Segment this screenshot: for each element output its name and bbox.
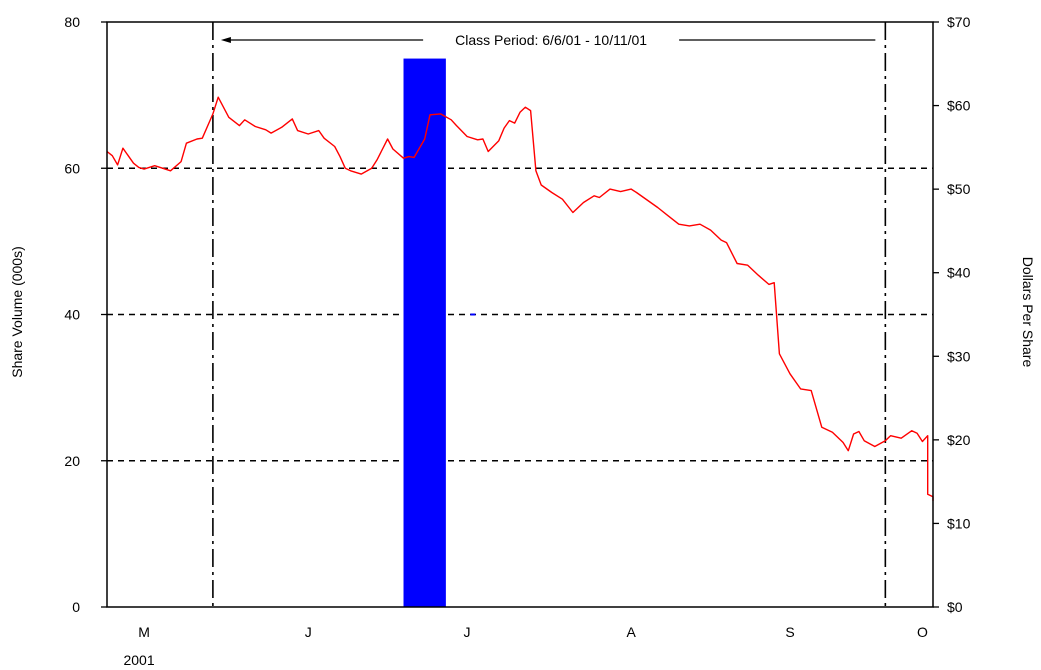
right-tick-label-30: $30 bbox=[947, 348, 971, 364]
left-tick-label-80: 80 bbox=[64, 14, 80, 30]
volume-marker bbox=[470, 313, 476, 316]
right-tick-label-50: $50 bbox=[947, 181, 971, 197]
right-tick-label-0: $0 bbox=[947, 599, 963, 615]
class-period-lines bbox=[212, 22, 887, 607]
month-label-3: A bbox=[627, 624, 637, 640]
right-tick-label-70: $70 bbox=[947, 14, 971, 30]
class-period-annotation: Class Period: 6/6/01 - 10/11/01 bbox=[220, 32, 876, 48]
right-tick-label-10: $10 bbox=[947, 515, 971, 531]
price-line bbox=[106, 96, 934, 501]
left-y-axis-title: Share Volume (000s) bbox=[9, 246, 25, 378]
right-tick-label-20: $20 bbox=[947, 432, 971, 448]
volume-bar-0 bbox=[403, 58, 446, 607]
left-tick-label-60: 60 bbox=[64, 160, 80, 176]
class-period-arrowhead bbox=[220, 37, 231, 43]
gridlines bbox=[107, 167, 933, 462]
month-label-2: J bbox=[464, 624, 471, 640]
left-y-axis: 0 20 40 60 80 bbox=[64, 14, 107, 615]
price-line-layer bbox=[106, 96, 934, 501]
year-label: 2001 bbox=[123, 652, 154, 668]
month-label-4: S bbox=[785, 624, 794, 640]
right-y-axis-title: Dollars Per Share bbox=[1020, 257, 1036, 368]
x-axis: M J J A S O 2001 bbox=[123, 624, 927, 668]
month-label-0: M bbox=[138, 624, 150, 640]
volume-bars bbox=[403, 58, 476, 607]
right-tick-label-60: $60 bbox=[947, 98, 971, 114]
left-tick-label-0: 0 bbox=[72, 599, 80, 615]
right-tick-label-40: $40 bbox=[947, 265, 971, 281]
month-label-5: O bbox=[917, 624, 928, 640]
right-y-axis: $0 $10 $20 $30 $40 $50 $60 $70 bbox=[933, 14, 971, 615]
month-label-1: J bbox=[305, 624, 312, 640]
class-period-label: Class Period: 6/6/01 - 10/11/01 bbox=[455, 32, 647, 48]
left-tick-label-20: 20 bbox=[64, 453, 80, 469]
left-tick-label-40: 40 bbox=[64, 307, 80, 323]
